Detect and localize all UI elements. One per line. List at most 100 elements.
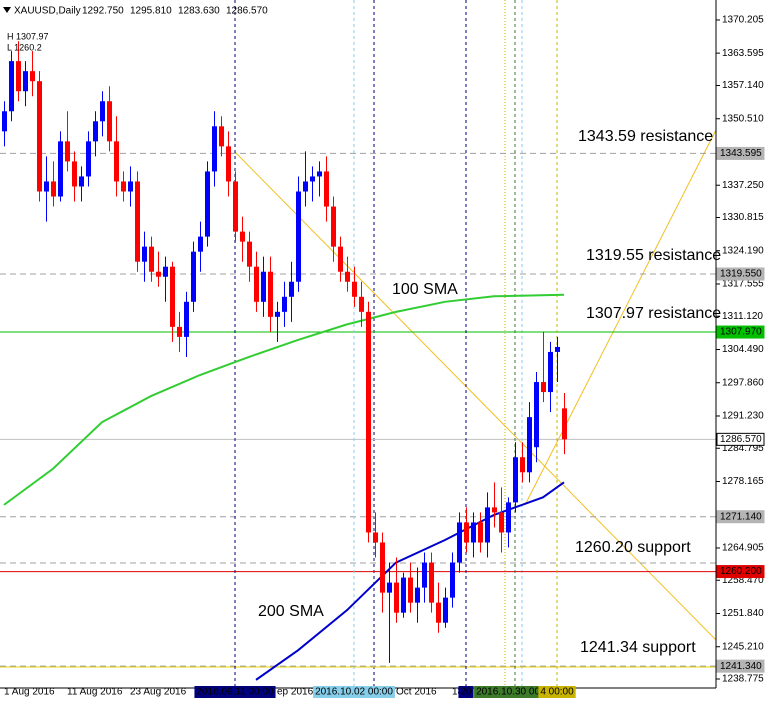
x-tick-label: ep 2016 bbox=[277, 687, 314, 698]
candle-body bbox=[177, 326, 182, 337]
y-tick-label: 1251.840 bbox=[722, 608, 764, 619]
x-marker-box bbox=[538, 686, 576, 698]
level-label: 1319.550 bbox=[720, 269, 762, 280]
candle-body bbox=[303, 181, 308, 192]
candle-body bbox=[114, 141, 119, 182]
y-tick-label: 1284.795 bbox=[722, 443, 764, 454]
candle-body bbox=[247, 241, 252, 267]
x-marker-box bbox=[194, 686, 276, 698]
candle-body bbox=[128, 181, 133, 192]
y-tick-label: 1363.595 bbox=[722, 48, 764, 59]
candle-body bbox=[478, 522, 483, 543]
level-label-box bbox=[716, 659, 765, 673]
candle-body bbox=[37, 81, 42, 192]
level-label: 1271.140 bbox=[720, 511, 762, 522]
moving-average bbox=[255, 481, 565, 681]
candle-body bbox=[317, 171, 322, 177]
candle-body bbox=[345, 271, 350, 282]
candle-body bbox=[254, 266, 259, 302]
candle-body bbox=[457, 522, 462, 563]
candle-body bbox=[443, 597, 448, 623]
candle-body bbox=[261, 271, 266, 302]
candle-body bbox=[520, 457, 525, 473]
annotation: 1260.20 support bbox=[575, 539, 691, 556]
level-label-box bbox=[716, 510, 765, 524]
x-tick-label: Oct 2016 bbox=[396, 687, 437, 698]
candle-body bbox=[205, 171, 210, 237]
candle-body bbox=[534, 382, 539, 448]
candle-body bbox=[331, 206, 336, 247]
candle-body bbox=[93, 121, 98, 142]
candle-body bbox=[541, 382, 546, 393]
candle-body bbox=[51, 181, 56, 197]
candle-body bbox=[408, 577, 413, 603]
x-marker-label: 2016.10.02 00:00 bbox=[315, 687, 393, 698]
x-marker-box bbox=[458, 686, 474, 698]
ohlc-value: 1292.750 bbox=[82, 6, 124, 17]
candle-body bbox=[191, 251, 196, 302]
candle-body bbox=[233, 181, 238, 232]
level-label-box bbox=[716, 325, 765, 339]
candle-body bbox=[401, 577, 406, 613]
ohlc-value: 1295.810 bbox=[130, 6, 172, 17]
x-tick-label: 1 Aug 2016 bbox=[4, 687, 55, 698]
level-label-box bbox=[716, 146, 765, 160]
level-label: 1307.970 bbox=[720, 327, 762, 338]
candle-body bbox=[373, 532, 378, 543]
y-tick-label: 1304.490 bbox=[722, 344, 764, 355]
y-tick-label: 1245.210 bbox=[722, 641, 764, 652]
candle-body bbox=[23, 71, 28, 92]
x-tick-label: 23 Aug 2016 bbox=[130, 687, 187, 698]
y-tick-label: 1350.510 bbox=[722, 113, 764, 124]
x-marker-label: 2016.10.30 00:00 bbox=[476, 687, 554, 698]
low-label: L 1260.2 bbox=[7, 42, 42, 52]
level-label-box bbox=[716, 565, 765, 579]
symbol: XAUUSD,Daily bbox=[14, 6, 81, 17]
y-tick-label: 1297.860 bbox=[722, 377, 764, 388]
candle-body bbox=[429, 562, 434, 603]
candle-body bbox=[135, 181, 140, 262]
trend-line bbox=[524, 129, 717, 506]
candle-body bbox=[142, 246, 147, 262]
candle-body bbox=[555, 346, 560, 352]
y-tick-label: 1291.230 bbox=[722, 411, 764, 422]
candle-body bbox=[156, 271, 161, 277]
candle-body bbox=[184, 301, 189, 337]
y-tick-label: 1317.555 bbox=[722, 279, 764, 290]
y-tick-label: 1330.815 bbox=[722, 212, 764, 223]
annotation: 1343.59 resistance bbox=[578, 128, 713, 145]
x-marker-box bbox=[313, 686, 395, 698]
x-marker-label: 2016.09.11 00:00 bbox=[196, 687, 274, 698]
candle-body bbox=[324, 171, 329, 207]
level-label: 1241.340 bbox=[720, 661, 762, 672]
candle-body bbox=[352, 281, 357, 297]
x-marker-label: 20 bbox=[460, 687, 472, 698]
y-tick-label: 1264.905 bbox=[722, 543, 764, 554]
y-tick-label: 1357.140 bbox=[722, 80, 764, 91]
level-label-box bbox=[716, 267, 765, 281]
candle-body bbox=[562, 408, 567, 440]
ohlc-value: 1286.570 bbox=[226, 6, 268, 17]
candle-body bbox=[338, 246, 343, 272]
candle-body bbox=[548, 351, 553, 393]
candle-body bbox=[366, 311, 371, 533]
candle-body bbox=[436, 602, 441, 623]
candle-body bbox=[65, 141, 70, 162]
x-tick-label: 11 Aug 2016 bbox=[67, 687, 123, 698]
candle-body bbox=[240, 231, 245, 242]
candle-body bbox=[275, 311, 280, 317]
y-tick-label: 1258.470 bbox=[722, 575, 764, 586]
candle-body bbox=[394, 582, 399, 613]
candle-body bbox=[289, 281, 294, 297]
level-label-box bbox=[716, 432, 765, 446]
candle-body bbox=[422, 562, 427, 588]
candle-body bbox=[226, 146, 231, 182]
x-marker-box bbox=[474, 686, 556, 698]
candle-body bbox=[86, 141, 91, 177]
candle-body bbox=[170, 266, 175, 327]
candle-body bbox=[44, 181, 49, 192]
candle-body bbox=[359, 296, 364, 312]
y-tick-label: 1278.165 bbox=[722, 476, 764, 487]
x-marker-label: 4 00:00 bbox=[540, 687, 574, 698]
menu-arrow[interactable] bbox=[3, 7, 11, 13]
